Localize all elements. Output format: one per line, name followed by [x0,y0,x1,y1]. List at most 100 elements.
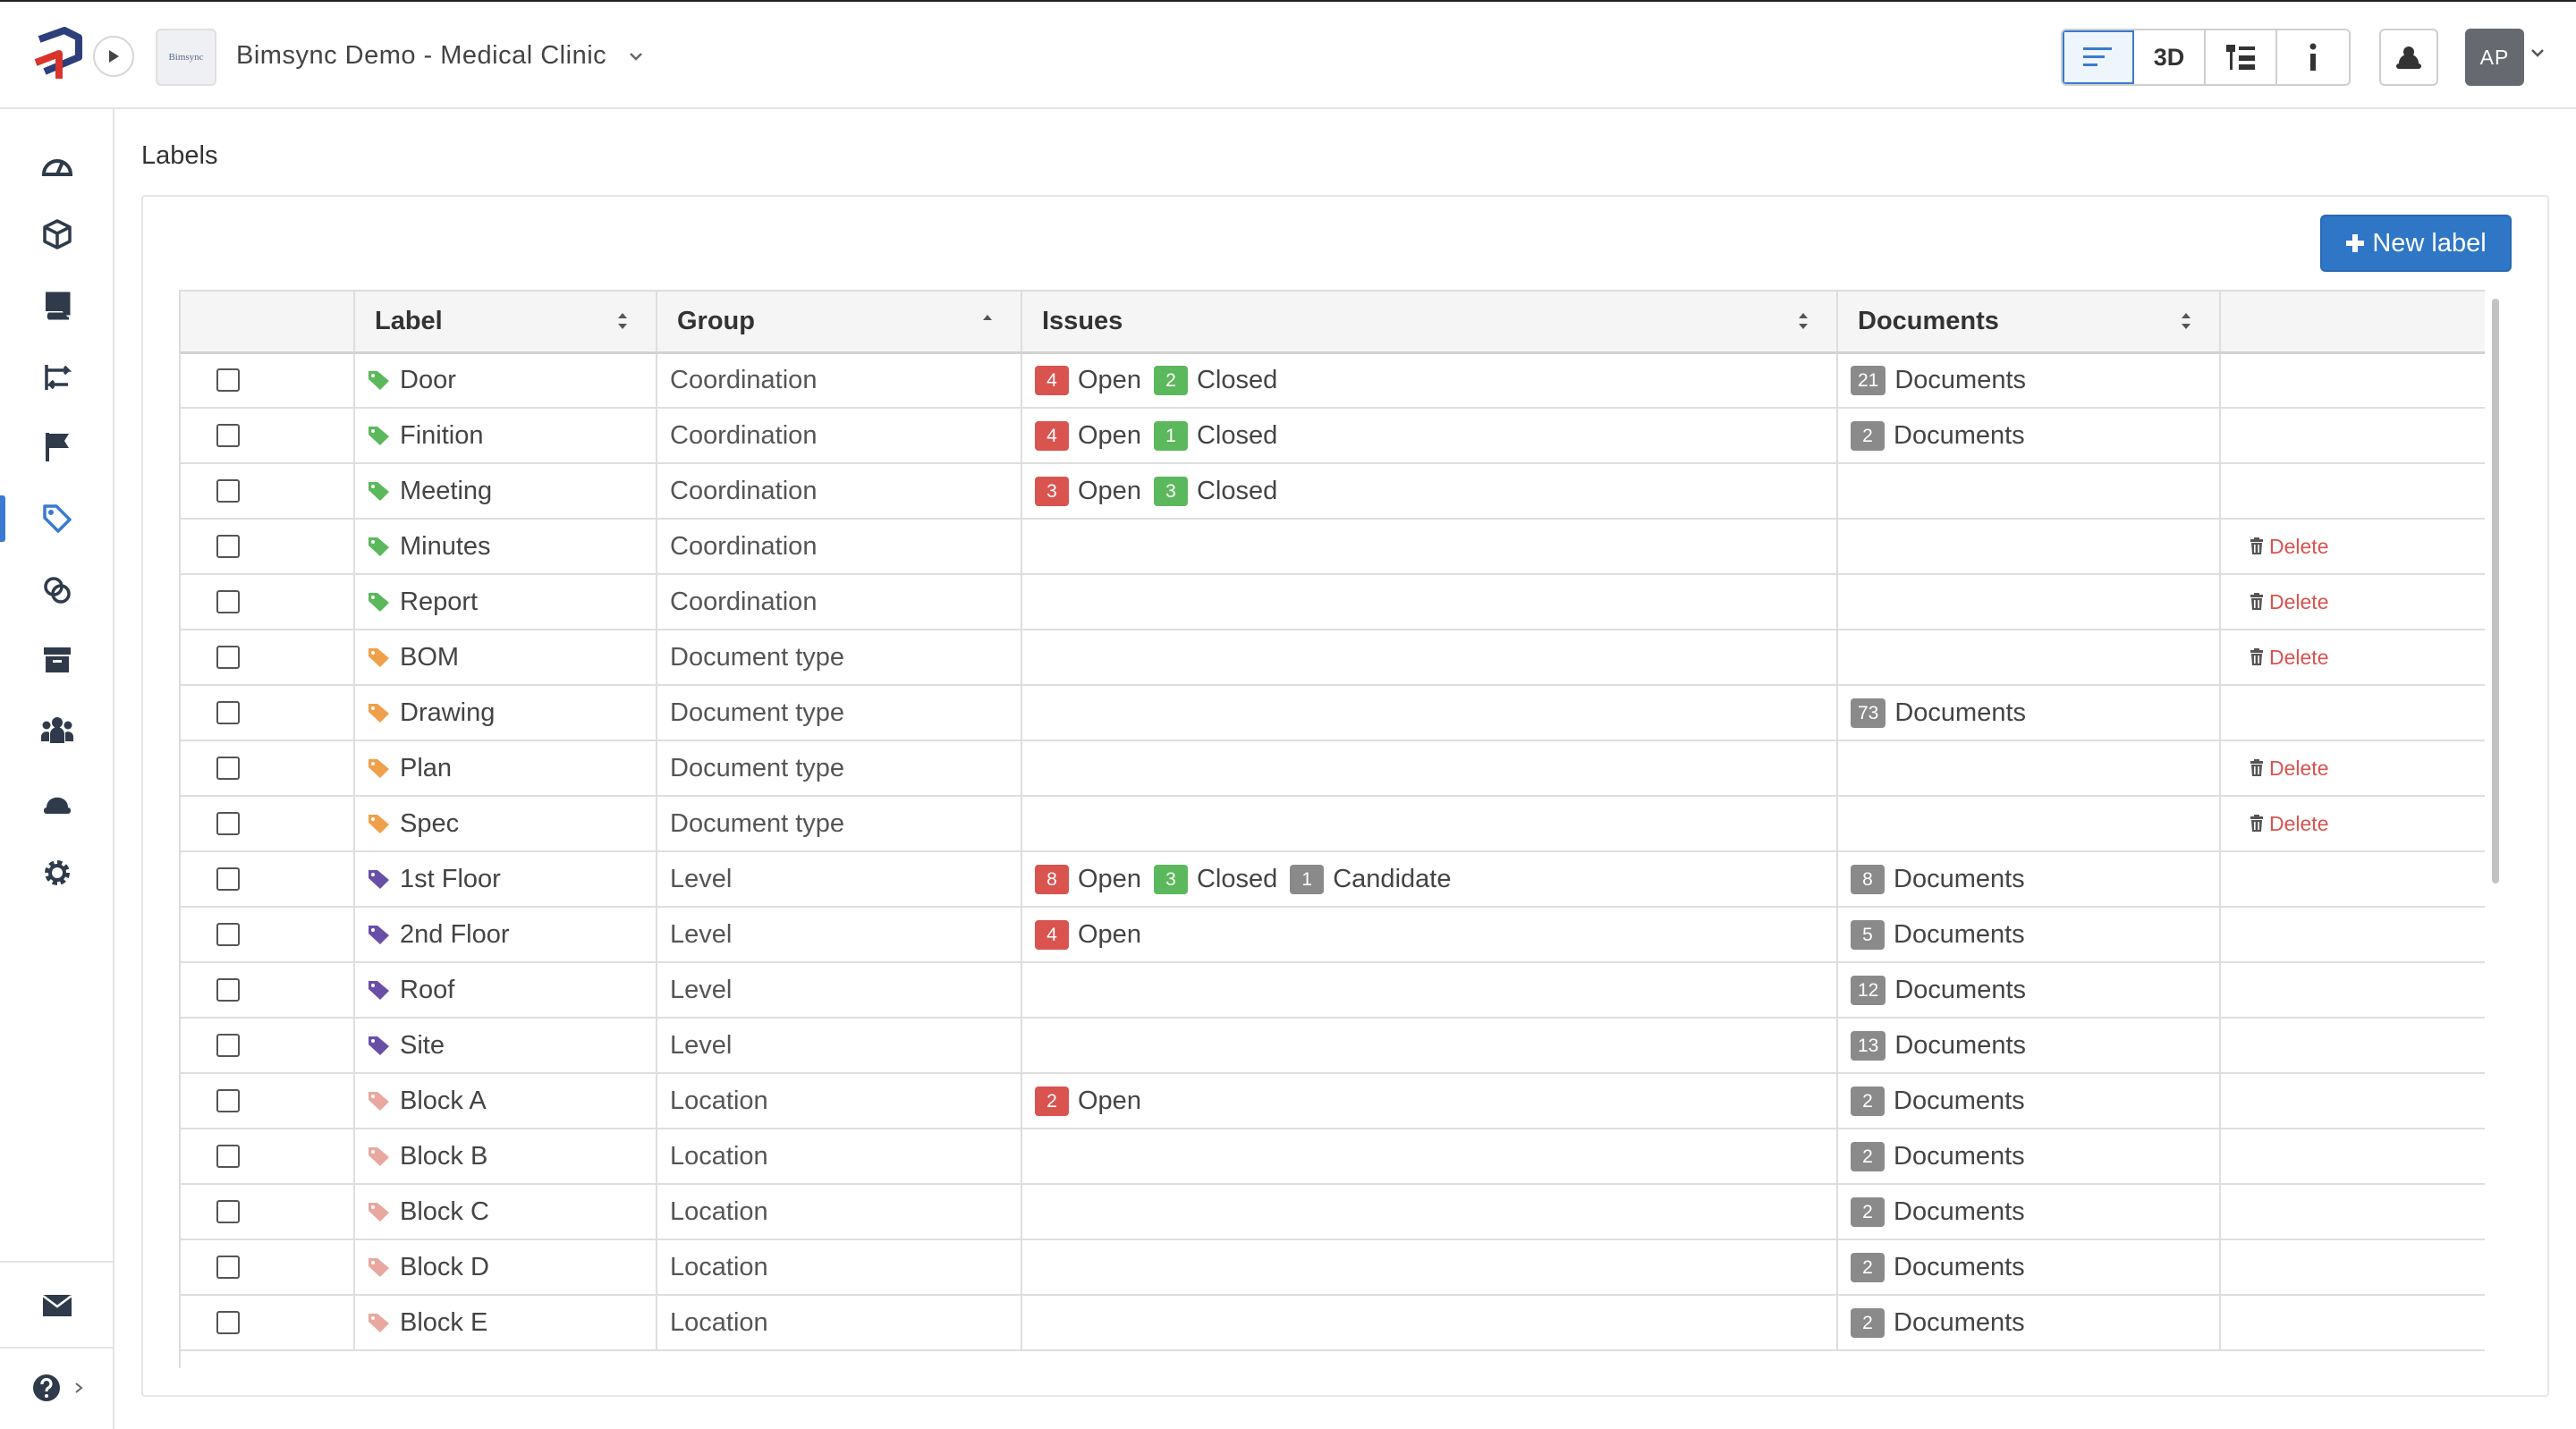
label-cell[interactable]: Roof [354,962,657,1019]
table-row[interactable]: BOM Document type Delete [181,630,2485,686]
documents-cell[interactable]: 13 Documents [1837,1018,2221,1074]
documents-cell[interactable]: 5 Documents [1837,907,2221,963]
label-cell[interactable]: Drawing [354,685,657,741]
table-row[interactable]: Block E Location 2 Documents [181,1295,2485,1351]
documents-cell[interactable]: 2 Documents [1837,1184,2221,1240]
documents-cell[interactable] [1837,574,2221,630]
documents-cell[interactable]: 8 Documents [1837,851,2221,908]
label-cell[interactable]: Door [354,352,657,409]
issues-cell[interactable] [1021,796,1838,852]
sidebar-item-messages[interactable] [0,1277,114,1334]
documents-cell[interactable]: 2 Documents [1837,1295,2221,1351]
delete-label-button[interactable]: Delete [2233,646,2473,670]
row-checkbox[interactable] [216,923,240,946]
table-row[interactable]: Spec Document type Delete [181,796,2485,852]
issues-cell[interactable] [1021,1018,1838,1074]
delete-label-button[interactable]: Delete [2233,535,2473,559]
header-group[interactable]: Group [657,292,1022,354]
documents-cell[interactable]: 2 Documents [1837,1073,2221,1129]
sidebar-item-users[interactable] [0,773,114,830]
row-checkbox[interactable] [216,424,240,447]
row-checkbox[interactable] [216,479,240,503]
label-cell[interactable]: Spec [354,796,657,852]
table-row[interactable]: Roof Level 12 Documents [181,962,2485,1019]
row-checkbox[interactable] [216,701,240,724]
tree-view-button[interactable] [2206,30,2277,84]
sidebar-item-links[interactable] [0,562,114,619]
table-row[interactable]: Drawing Document type 73 Documents [181,685,2485,741]
table-row[interactable]: 2nd Floor Level 4 Open 5 Documents [181,907,2485,963]
documents-cell[interactable]: 2 Documents [1837,1239,2221,1296]
row-checkbox[interactable] [216,1145,240,1168]
issues-cell[interactable] [1021,740,1838,797]
header-documents[interactable]: Documents [1837,292,2221,354]
label-cell[interactable]: Block B [354,1129,657,1185]
table-row[interactable]: Block C Location 2 Documents [181,1184,2485,1240]
table-row[interactable]: Block A Location 2 Open 2 Documents [181,1073,2485,1129]
table-row[interactable]: 1st Floor Level 8 Open 3 Closed 1 Candidate 8 Doc… [181,851,2485,908]
table-row[interactable]: Door Coordination 4 Open 2 Closed 21 Documents [181,352,2485,409]
user-avatar[interactable]: AP [2465,29,2524,86]
issues-cell[interactable] [1021,1184,1838,1240]
table-row[interactable]: Block D Location 2 Documents [181,1239,2485,1296]
issues-cell[interactable]: 4 Open [1021,907,1838,963]
row-checkbox[interactable] [216,867,240,891]
issues-cell[interactable]: 4 Open 1 Closed [1021,408,1838,464]
row-checkbox[interactable] [216,590,240,613]
documents-cell[interactable]: 12 Documents [1837,962,2221,1019]
delete-label-button[interactable]: Delete [2233,757,2473,781]
documents-cell[interactable] [1837,796,2221,852]
sidebar-item-settings[interactable] [0,844,114,901]
sidebar-item-help[interactable] [0,1359,114,1416]
documents-cell[interactable] [1837,519,2221,575]
row-checkbox[interactable] [216,1311,240,1334]
label-cell[interactable]: Meeting [354,463,657,520]
row-checkbox[interactable] [216,757,240,780]
issues-cell[interactable] [1021,1295,1838,1351]
table-row[interactable]: Plan Document type Delete [181,740,2485,797]
table-row[interactable]: Site Level 13 Documents [181,1018,2485,1074]
documents-cell[interactable] [1837,740,2221,797]
sidebar-item-issues[interactable] [0,419,114,476]
label-cell[interactable]: BOM [354,630,657,686]
issues-cell[interactable]: 8 Open 3 Closed 1 Candidate [1021,851,1838,908]
issues-cell[interactable] [1021,962,1838,1019]
table-row[interactable]: Block B Location 2 Documents [181,1129,2485,1185]
sidebar-item-storage[interactable] [0,277,114,334]
3d-view-button[interactable]: 3D [2134,30,2206,84]
label-cell[interactable]: Block D [354,1239,657,1296]
table-row[interactable]: Meeting Coordination 3 Open 3 Closed [181,463,2485,520]
avatar-chevron-down-icon[interactable] [2529,47,2546,59]
documents-cell[interactable]: 21 Documents [1837,352,2221,409]
label-cell[interactable]: Finition [354,408,657,464]
delete-label-button[interactable]: Delete [2233,812,2473,836]
header-issues[interactable]: Issues [1021,292,1838,354]
project-dropdown-button[interactable] [621,41,651,72]
info-view-button[interactable] [2277,30,2349,84]
row-checkbox[interactable] [216,1200,240,1223]
label-cell[interactable]: 1st Floor [354,851,657,908]
label-cell[interactable]: Block E [354,1295,657,1351]
sidebar-item-archive[interactable] [0,631,114,689]
project-title[interactable]: Bimsync Demo - Medical Clinic [236,41,607,70]
issues-cell[interactable] [1021,574,1838,630]
table-row[interactable]: Minutes Coordination Delete [181,519,2485,575]
label-cell[interactable]: Block A [354,1073,657,1129]
sidebar-item-workflow[interactable] [0,349,114,406]
table-row[interactable]: Report Coordination Delete [181,574,2485,630]
row-checkbox[interactable] [216,535,240,558]
documents-cell[interactable]: 73 Documents [1837,685,2221,741]
label-cell[interactable]: Report [354,574,657,630]
row-checkbox[interactable] [216,978,240,1002]
row-checkbox[interactable] [216,812,240,835]
issues-cell[interactable] [1021,519,1838,575]
sidebar-item-dashboard[interactable] [0,136,114,193]
documents-cell[interactable]: 2 Documents [1837,1129,2221,1185]
issues-cell[interactable]: 3 Open 3 Closed [1021,463,1838,520]
table-row[interactable]: Finition Coordination 4 Open 1 Closed 2 Documen… [181,408,2485,464]
label-cell[interactable]: Site [354,1018,657,1074]
documents-cell[interactable] [1837,463,2221,520]
header-label[interactable]: Label [354,292,657,354]
issues-cell[interactable]: 2 Open [1021,1073,1838,1129]
expand-sidebar-button[interactable] [93,36,134,77]
